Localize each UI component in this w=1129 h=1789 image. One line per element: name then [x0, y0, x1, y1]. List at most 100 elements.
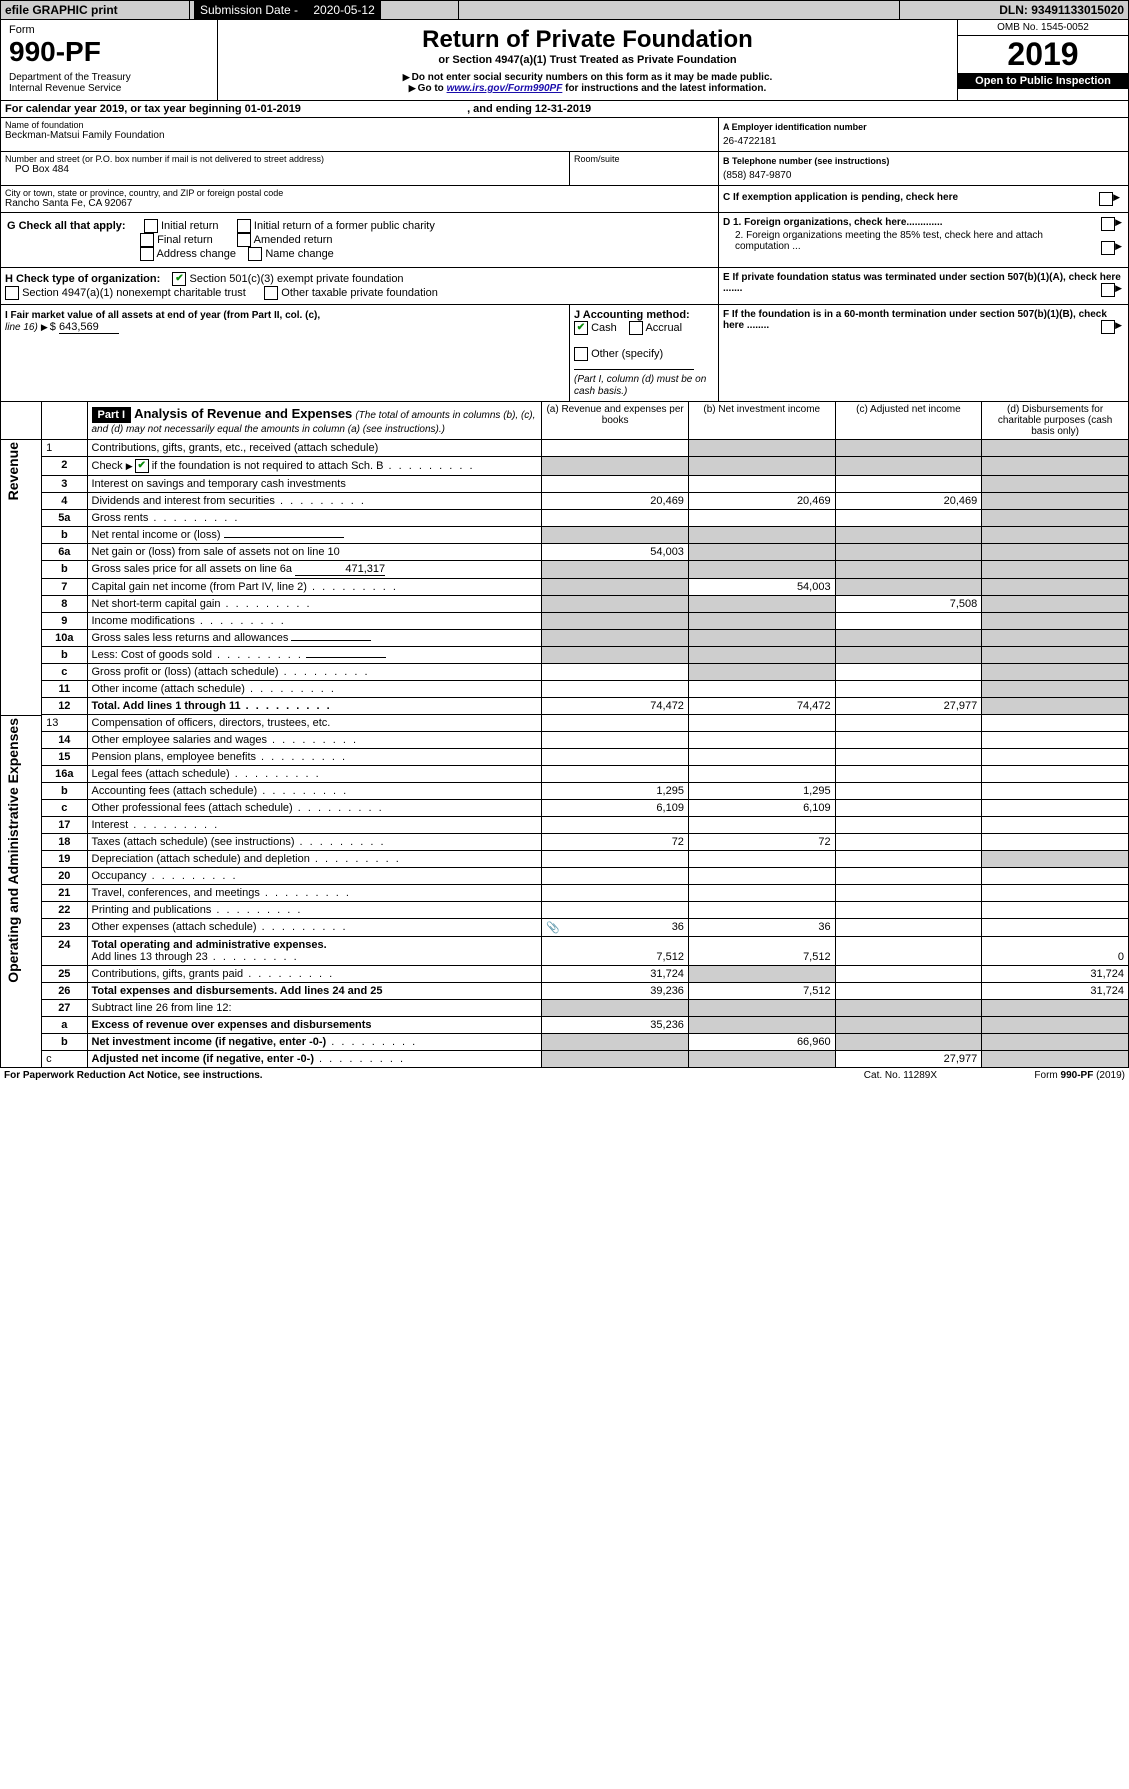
- checkbox-initial[interactable]: [144, 219, 158, 233]
- form-subtitle: or Section 4947(a)(1) Trust Treated as P…: [224, 54, 951, 66]
- tel-value: (858) 847-9870: [723, 170, 1124, 181]
- dln-label: DLN:: [999, 3, 1031, 17]
- line-7: Capital gain net income (from Part IV, l…: [87, 579, 542, 596]
- footer-mid: Cat. No. 11289X: [733, 1068, 941, 1083]
- line-8: Net short-term capital gain: [87, 596, 542, 613]
- line-21: Travel, conferences, and meetings: [87, 885, 542, 902]
- page-footer: For Paperwork Reduction Act Notice, see …: [0, 1068, 1129, 1083]
- line-3: Interest on savings and temporary cash i…: [87, 476, 542, 493]
- form-title: Return of Private Foundation: [224, 26, 951, 54]
- line-16c: Other professional fees (attach schedule…: [87, 800, 542, 817]
- form-link[interactable]: www.irs.gov/Form990PF: [447, 83, 563, 94]
- checkbox-schb[interactable]: ✔: [135, 459, 149, 473]
- checkbox-f[interactable]: [1101, 320, 1115, 334]
- checkbox-other-method[interactable]: [574, 347, 588, 361]
- addr-label: Number and street (or P.O. box number if…: [5, 154, 565, 164]
- footer-left: For Paperwork Reduction Act Notice, see …: [0, 1068, 733, 1083]
- submission-date-label: Submission Date -: [194, 1, 307, 19]
- line-12: Total. Add lines 1 through 11: [87, 698, 542, 715]
- col-c-header: (c) Adjusted net income: [835, 402, 982, 440]
- f-label: F If the foundation is in a 60-month ter…: [723, 309, 1107, 331]
- checkbox-4947[interactable]: [5, 286, 19, 300]
- checkbox-d2[interactable]: [1101, 241, 1115, 255]
- col-b-header: (b) Net investment income: [688, 402, 835, 440]
- e-label: E If private foundation status was termi…: [723, 272, 1121, 294]
- part1-table: Part I Analysis of Revenue and Expenses …: [0, 402, 1129, 1068]
- checkbox-e[interactable]: [1101, 283, 1115, 297]
- foundation-name: Beckman-Matsui Family Foundation: [5, 130, 714, 141]
- ein-value: 26-4722181: [723, 136, 1124, 147]
- checkbox-accrual[interactable]: [629, 321, 643, 335]
- revenue-label: Revenue: [5, 442, 21, 500]
- line-13: Compensation of officers, directors, tru…: [87, 715, 542, 732]
- line-11: Other income (attach schedule): [87, 681, 542, 698]
- line-6b: Gross sales price for all assets on line…: [87, 561, 542, 579]
- line-16a: Legal fees (attach schedule): [87, 766, 542, 783]
- line-10a: Gross sales less returns and allowances: [87, 630, 542, 647]
- line-18: Taxes (attach schedule) (see instruction…: [87, 834, 542, 851]
- line-26: Total expenses and disbursements. Add li…: [87, 983, 542, 1000]
- line-27a: Excess of revenue over expenses and disb…: [87, 1017, 542, 1034]
- dept-treasury: Department of the Treasury: [9, 72, 209, 83]
- g-label: G Check all that apply:: [7, 220, 126, 232]
- j-note: (Part I, column (d) must be on cash basi…: [574, 374, 706, 397]
- h-label: H Check type of organization:: [5, 273, 160, 285]
- d1-label: D 1. Foreign organizations, check here..…: [723, 217, 943, 228]
- line-15: Pension plans, employee benefits: [87, 749, 542, 766]
- checkbox-amended[interactable]: [237, 233, 251, 247]
- line-14: Other employee salaries and wages: [87, 732, 542, 749]
- checkbox-initial-former[interactable]: [237, 219, 251, 233]
- name-label: Name of foundation: [5, 120, 714, 130]
- line-10b: Less: Cost of goods sold: [87, 647, 542, 664]
- room-label: Room/suite: [574, 154, 714, 164]
- irs: Internal Revenue Service: [9, 83, 209, 94]
- checkbox-c[interactable]: [1099, 192, 1113, 206]
- line-4: Dividends and interest from securities: [87, 493, 542, 510]
- part1-title: Analysis of Revenue and Expenses: [134, 406, 352, 421]
- line-5b: Net rental income or (loss): [87, 527, 542, 544]
- line-27c: Adjusted net income (if negative, enter …: [87, 1051, 542, 1068]
- line-23: Other expenses (attach schedule): [87, 919, 542, 937]
- d2-label: 2. Foreign organizations meeting the 85%…: [735, 230, 1043, 252]
- line-20: Occupancy: [87, 868, 542, 885]
- i-label: I Fair market value of all assets at end…: [5, 310, 320, 321]
- line-24: Total operating and administrative expen…: [87, 937, 542, 966]
- form-header: Form 990-PF Department of the Treasury I…: [0, 20, 1129, 101]
- address: PO Box 484: [5, 164, 565, 175]
- city-value: Rancho Santa Fe, CA 92067: [5, 198, 714, 209]
- submission-date: 2020-05-12: [307, 1, 380, 19]
- tax-year: 2019: [958, 36, 1128, 73]
- checkbox-address-change[interactable]: [140, 247, 154, 261]
- line-27: Subtract line 26 from line 12:: [87, 1000, 542, 1017]
- j-label: J Accounting method:: [574, 309, 690, 321]
- line-22: Printing and publications: [87, 902, 542, 919]
- line-10c: Gross profit or (loss) (attach schedule): [87, 664, 542, 681]
- ssn-note: Do not enter social security numbers on …: [412, 72, 773, 83]
- open-inspection: Open to Public Inspection: [958, 73, 1128, 89]
- checkbox-d1[interactable]: [1101, 217, 1115, 231]
- line-9: Income modifications: [87, 613, 542, 630]
- goto-a: Go to: [418, 83, 447, 94]
- checkbox-final[interactable]: [140, 233, 154, 247]
- checkbox-name-change[interactable]: [248, 247, 262, 261]
- col-d-header: (d) Disbursements for charitable purpose…: [982, 402, 1129, 440]
- expenses-label: Operating and Administrative Expenses: [5, 718, 21, 983]
- form-label: Form: [9, 24, 209, 36]
- line-2: Check ✔ if the foundation is not require…: [87, 457, 542, 476]
- footer-right: Form 990-PF (2019): [941, 1068, 1129, 1083]
- part1-label: Part I: [92, 407, 132, 423]
- checkbox-cash[interactable]: ✔: [574, 321, 588, 335]
- dln-value: 93491133015020: [1031, 3, 1124, 17]
- city-label: City or town, state or province, country…: [5, 188, 714, 198]
- fmv-value: 643,569: [59, 321, 119, 334]
- ein-label: A Employer identification number: [723, 122, 1124, 132]
- checkbox-other-taxable[interactable]: [264, 286, 278, 300]
- form-number: 990-PF: [9, 36, 209, 68]
- goto-b: for instructions and the latest informat…: [562, 83, 766, 94]
- identity-block: Name of foundation Beckman-Matsui Family…: [0, 118, 1129, 402]
- line-25: Contributions, gifts, grants paid: [87, 966, 542, 983]
- checkbox-501c3[interactable]: ✔: [172, 272, 186, 286]
- i-line: line 16): [5, 322, 38, 333]
- attachment-icon[interactable]: 📎: [546, 921, 560, 934]
- tel-label: B Telephone number (see instructions): [723, 156, 1124, 166]
